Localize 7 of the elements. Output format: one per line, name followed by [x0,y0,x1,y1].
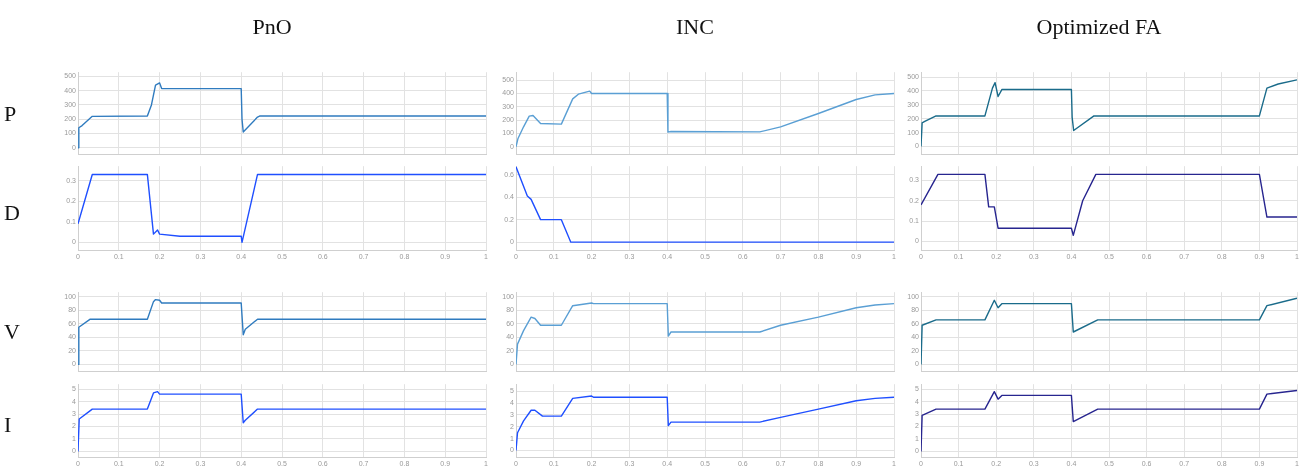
chart-title: INC [675,14,715,40]
y-axis-title: V [4,319,21,345]
y-axis-title: P [4,100,18,127]
chart-title: PnO [251,14,293,40]
y-axis-title: D [4,199,21,226]
chart-title: Optimized FA [1035,14,1163,40]
y-axis-title: I [4,412,13,438]
